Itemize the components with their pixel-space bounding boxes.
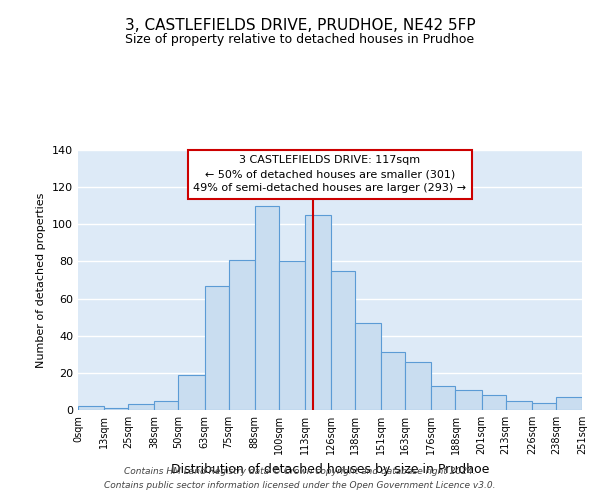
Bar bbox=[104, 408, 128, 410]
Bar bbox=[355, 322, 381, 410]
Bar bbox=[455, 390, 482, 410]
Bar bbox=[405, 362, 431, 410]
Bar bbox=[178, 374, 205, 410]
Y-axis label: Number of detached properties: Number of detached properties bbox=[37, 192, 46, 368]
Bar bbox=[381, 352, 405, 410]
Text: Contains public sector information licensed under the Open Government Licence v3: Contains public sector information licen… bbox=[104, 481, 496, 490]
Bar bbox=[229, 260, 255, 410]
Bar bbox=[205, 286, 229, 410]
Bar bbox=[255, 206, 279, 410]
X-axis label: Distribution of detached houses by size in Prudhoe: Distribution of detached houses by size … bbox=[171, 462, 489, 475]
Text: Contains HM Land Registry data © Crown copyright and database right 2024.: Contains HM Land Registry data © Crown c… bbox=[124, 468, 476, 476]
Bar bbox=[279, 262, 305, 410]
Bar bbox=[331, 270, 355, 410]
Text: Size of property relative to detached houses in Prudhoe: Size of property relative to detached ho… bbox=[125, 32, 475, 46]
Bar bbox=[305, 215, 331, 410]
Bar bbox=[128, 404, 154, 410]
Text: 3 CASTLEFIELDS DRIVE: 117sqm
← 50% of detached houses are smaller (301)
49% of s: 3 CASTLEFIELDS DRIVE: 117sqm ← 50% of de… bbox=[193, 155, 467, 193]
Bar bbox=[556, 397, 582, 410]
Bar bbox=[431, 386, 455, 410]
Bar bbox=[78, 406, 104, 410]
Bar bbox=[506, 400, 532, 410]
Text: 3, CASTLEFIELDS DRIVE, PRUDHOE, NE42 5FP: 3, CASTLEFIELDS DRIVE, PRUDHOE, NE42 5FP bbox=[125, 18, 475, 32]
Bar bbox=[154, 400, 178, 410]
Bar bbox=[482, 395, 506, 410]
Bar bbox=[532, 402, 556, 410]
